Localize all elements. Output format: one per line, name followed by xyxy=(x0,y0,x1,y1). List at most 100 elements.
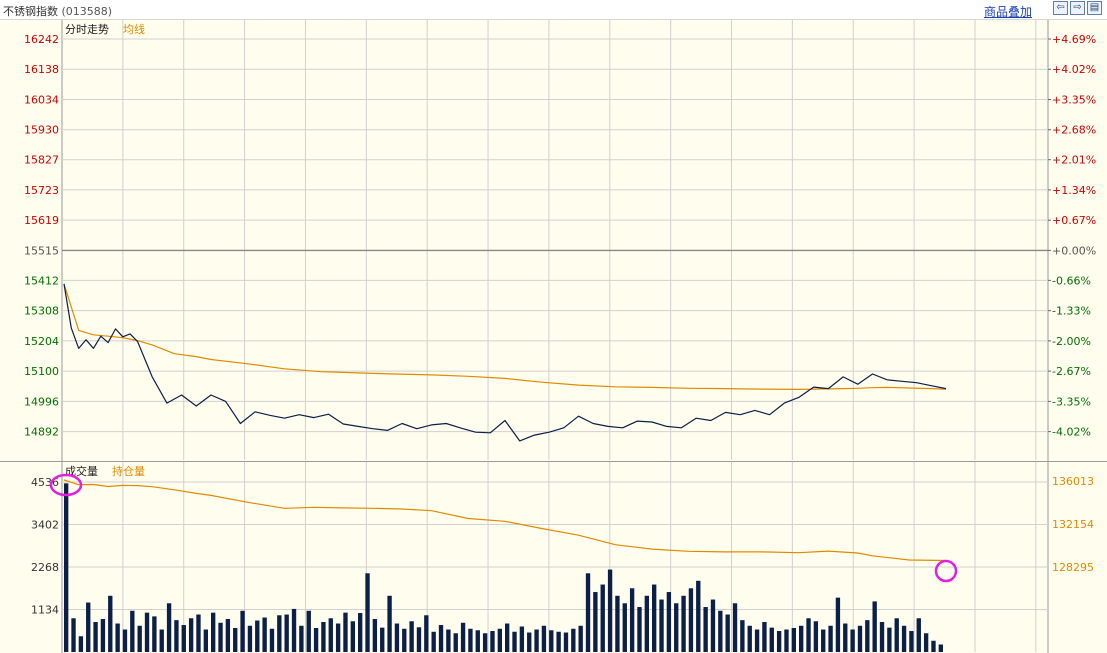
header-bar: 不锈钢指数 (013588) 商品叠加 ⇦ ⇨ ▤ xyxy=(0,0,1107,20)
volume-bar xyxy=(438,625,444,652)
instrument-code: (013588) xyxy=(61,5,113,18)
percent-tick-label: -2.00% xyxy=(1052,335,1091,348)
volume-bar xyxy=(593,592,598,652)
volume-bar xyxy=(211,612,216,652)
volume-bar xyxy=(78,636,84,652)
volume-bar xyxy=(578,625,583,652)
chart-canvas: 16242 +4.69% 16138 +4.02% 16034 +3.35% 15930 +2… xyxy=(0,20,1107,653)
percent-tick-label: +0.67% xyxy=(1052,214,1096,227)
volume-bar xyxy=(424,615,429,652)
volume-bar xyxy=(225,619,231,652)
volume-bar xyxy=(343,612,348,652)
volume-bar xyxy=(563,632,569,652)
percent-tick-label: +2.01% xyxy=(1052,154,1096,167)
volume-bar xyxy=(174,620,179,652)
average-price-line xyxy=(63,283,947,390)
open-interest-line xyxy=(63,479,947,562)
instrument-name: 不锈钢指数 xyxy=(3,5,58,18)
volume-bar xyxy=(879,622,885,652)
percent-tick-label: +1.34% xyxy=(1052,184,1096,197)
volume-bar xyxy=(549,630,554,652)
volume-bar xyxy=(108,595,113,652)
volume-bar xyxy=(255,620,260,652)
volume-bar xyxy=(233,628,238,652)
volume-bar xyxy=(600,584,605,652)
volume-bar xyxy=(380,627,385,652)
volume-bar xyxy=(666,592,672,652)
volume-bar xyxy=(446,629,451,652)
volume-bar xyxy=(916,618,921,652)
volume-bar xyxy=(519,626,525,652)
price-tick-label: 16034 xyxy=(24,93,59,106)
price-tick-label: 16242 xyxy=(24,33,59,46)
volume-bar xyxy=(674,603,679,652)
volume-bar xyxy=(284,614,289,652)
volume-bar xyxy=(313,628,319,652)
next-button[interactable]: ⇨ xyxy=(1070,1,1085,15)
highlight-circle-left xyxy=(49,473,83,497)
volume-bar xyxy=(144,612,150,652)
percent-tick-label: -2.67% xyxy=(1052,365,1091,378)
open-interest-tick-label: 128295 xyxy=(1052,561,1094,574)
volume-bar xyxy=(402,628,407,652)
price-tick-label: 15827 xyxy=(24,154,59,167)
layout-button[interactable]: ▤ xyxy=(1087,1,1102,15)
volume-bar xyxy=(629,588,635,652)
price-tick-label: 15930 xyxy=(24,124,59,137)
percent-tick-label: -0.66% xyxy=(1052,274,1091,287)
prev-button[interactable]: ⇦ xyxy=(1053,1,1068,15)
volume-bar xyxy=(277,615,282,652)
instrument-title: 不锈钢指数 (013588) xyxy=(3,3,112,19)
price-tick-label: 15308 xyxy=(24,305,59,318)
volume-bar xyxy=(64,483,69,652)
volume-bar xyxy=(122,629,128,652)
price-tick-label: 14996 xyxy=(24,395,59,408)
volume-bar xyxy=(71,618,76,652)
volume-bar xyxy=(394,623,400,652)
volume-bar xyxy=(644,595,649,652)
volume-bar xyxy=(938,644,943,652)
volume-bar xyxy=(806,618,811,652)
volume-bar xyxy=(350,621,355,652)
volume-bar xyxy=(365,573,370,652)
legend-open-interest-label: 持仓量 xyxy=(112,464,145,478)
volume-bar xyxy=(93,622,98,652)
volume-bar xyxy=(696,580,701,652)
volume-bar xyxy=(181,625,186,652)
volume-bar xyxy=(188,618,194,652)
volume-bar xyxy=(475,630,480,652)
volume-bar xyxy=(372,619,378,652)
volume-bar xyxy=(497,628,502,652)
price-tick-label: 15723 xyxy=(24,184,59,197)
volume-bar xyxy=(100,619,106,652)
volume-bar xyxy=(196,614,201,652)
volume-tick-label: 3402 xyxy=(31,519,59,532)
volume-bar xyxy=(527,632,532,652)
volume-bar xyxy=(505,623,510,652)
volume-bar xyxy=(409,621,414,652)
volume-bar xyxy=(799,625,804,652)
volume-bar xyxy=(541,625,547,652)
volume-bar xyxy=(115,623,120,652)
volume-bar xyxy=(659,599,664,652)
volume-bar xyxy=(159,629,164,652)
volume-bar xyxy=(218,622,223,652)
volume-bar xyxy=(754,629,760,652)
volume-bar xyxy=(203,629,208,652)
volume-bar xyxy=(828,625,833,652)
volume-bar xyxy=(571,628,576,652)
price-tick-label: 16138 xyxy=(24,63,59,76)
volume-bar xyxy=(747,625,752,652)
overlay-commodity-link[interactable]: 商品叠加 xyxy=(984,5,1033,19)
volume-bar xyxy=(865,620,870,652)
panel-divider xyxy=(0,461,1107,462)
volume-bar xyxy=(762,622,767,652)
volume-bar xyxy=(835,597,841,652)
volume-bar xyxy=(291,608,297,652)
volume-bar xyxy=(556,631,561,652)
volume-bar xyxy=(887,627,892,652)
percent-tick-label: +3.35% xyxy=(1052,93,1096,106)
volume-tick-label: 2268 xyxy=(31,561,59,574)
volume-bar xyxy=(240,610,245,652)
volume-bar xyxy=(652,584,657,652)
